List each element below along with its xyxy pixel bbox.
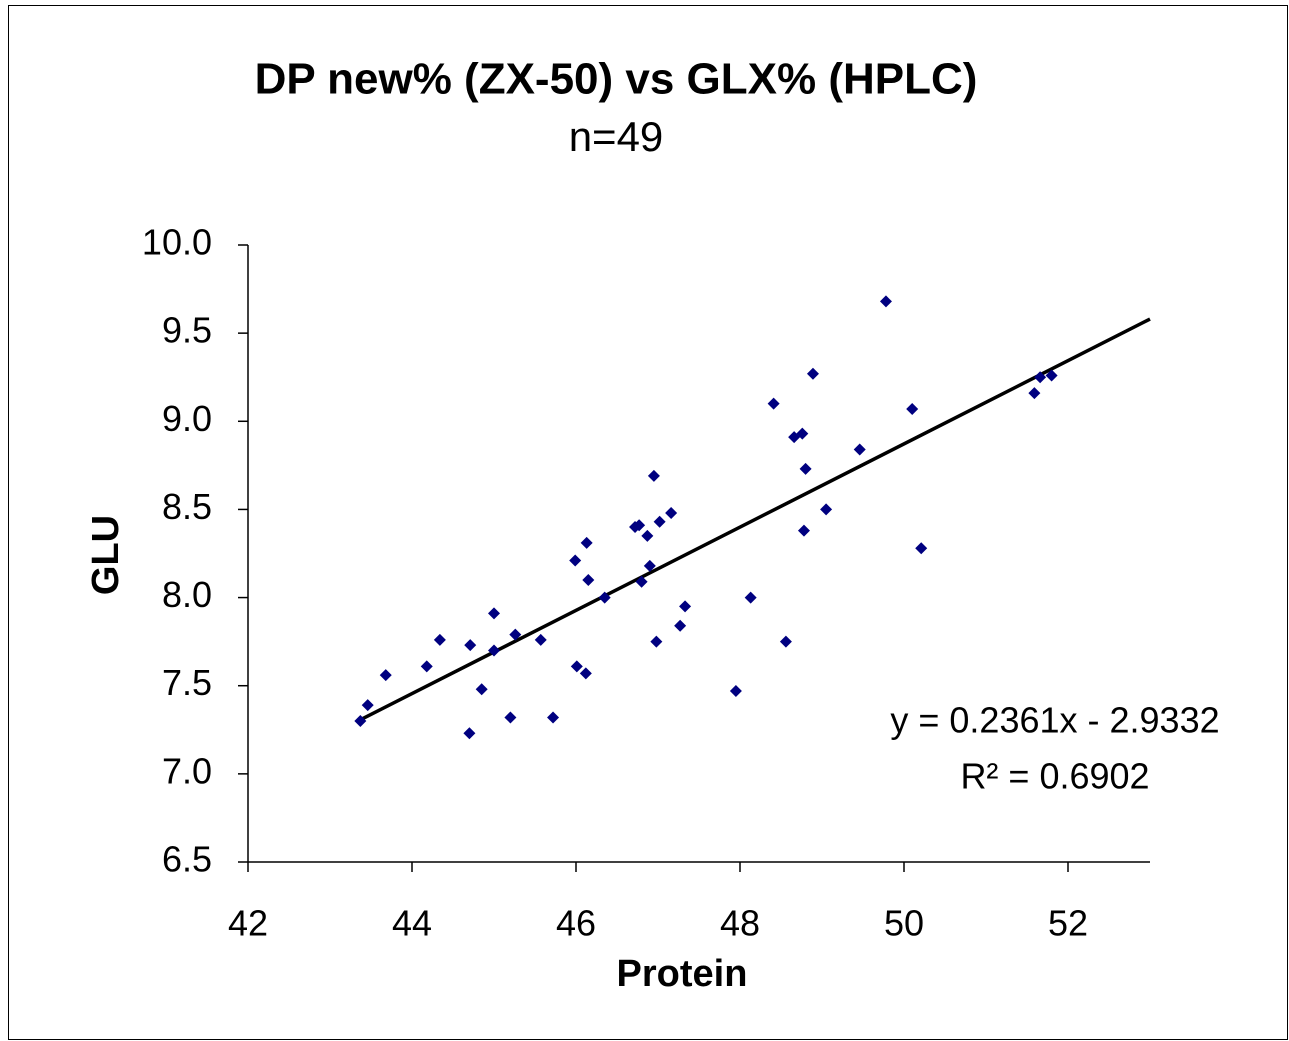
point [744,591,757,604]
point [879,295,892,308]
point [906,402,919,415]
x-tick-label: 44 [392,903,432,944]
x-tick-label: 46 [556,903,596,944]
y-tick-label: 8.5 [162,486,212,527]
point [729,685,742,698]
point [379,669,392,682]
x-tick-label: 48 [720,903,760,944]
point [580,536,593,549]
point [806,367,819,380]
point [534,633,547,646]
point [799,462,812,475]
point [488,607,500,620]
point [820,503,833,516]
point [1028,387,1041,400]
point [633,519,646,532]
point [767,397,780,410]
x-tick-label: 42 [228,903,268,944]
x-tick-label: 50 [884,903,924,944]
point [464,639,477,652]
point [779,635,792,648]
point [570,660,583,673]
point [915,542,928,555]
trendline-equation: y = 0.2361x - 2.9332 [890,700,1219,741]
point [653,515,666,528]
y-tick-label: 7.5 [162,662,212,703]
point [1045,369,1058,382]
y-tick-label: 9.5 [162,310,212,351]
y-tick-label: 10.0 [142,222,212,263]
point [475,683,488,696]
chart-subtitle: n=49 [569,113,664,160]
x-tick-label: 52 [1048,903,1088,944]
point [488,644,500,657]
y-axis-label: GLU [85,515,127,595]
point [354,714,367,727]
point [504,711,517,724]
point [641,529,654,542]
point [433,633,446,646]
point [650,635,663,648]
point [569,554,582,567]
y-tick-label: 6.5 [162,839,212,880]
trendline-r2: R² = 0.6902 [960,756,1149,797]
point [361,699,374,712]
point [582,573,595,586]
point [635,575,648,588]
point [643,559,656,572]
point [463,727,476,740]
point [665,506,678,519]
point [674,619,687,632]
point [547,711,560,724]
point [579,667,592,680]
point [1034,371,1047,384]
point [853,443,866,456]
point [420,660,433,673]
chart-title: DP new% (ZX-50) vs GLX% (HPLC) [255,55,978,104]
chart-frame [8,5,1288,1040]
y-tick-label: 9.0 [162,398,212,439]
point [796,427,809,440]
y-tick-label: 8.0 [162,574,212,615]
point [509,628,522,641]
point [679,600,692,613]
point [797,524,810,537]
point [598,591,611,604]
point [647,469,660,482]
y-tick-label: 7.0 [162,750,212,791]
x-axis-label: Protein [617,953,748,995]
